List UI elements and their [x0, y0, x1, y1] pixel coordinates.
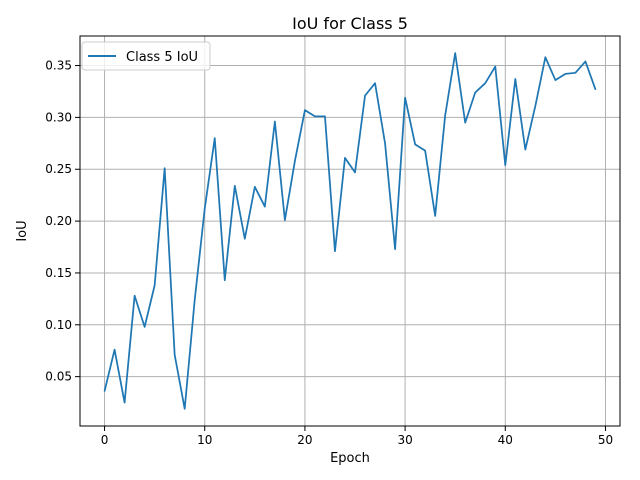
- data-point: [594, 88, 597, 91]
- y-tick-label: 0.10: [45, 318, 72, 332]
- data-point: [134, 295, 136, 297]
- data-point: [384, 142, 386, 144]
- data-point: [404, 97, 406, 99]
- legend-label: Class 5 IoU: [126, 50, 198, 65]
- data-point: [204, 208, 206, 210]
- data-point: [314, 115, 316, 117]
- data-point: [224, 279, 226, 281]
- x-tick-label: 30: [397, 433, 412, 447]
- data-point: [564, 73, 566, 75]
- data-point: [374, 82, 376, 84]
- data-point: [514, 78, 516, 80]
- x-axis-ticks: 0 10 20 30 40 50: [101, 426, 613, 447]
- data-point: [324, 115, 326, 117]
- data-point: [524, 148, 526, 151]
- data-point: [103, 390, 106, 392]
- data-point: [304, 109, 306, 111]
- y-tick-label: 0.25: [45, 162, 72, 176]
- data-point: [394, 248, 396, 250]
- data-point: [274, 120, 276, 123]
- data-point: [364, 95, 366, 97]
- data-point: [113, 349, 116, 351]
- data-point: [194, 299, 196, 301]
- y-tick-label: 0.05: [45, 370, 72, 384]
- x-tick-label: 20: [297, 433, 312, 447]
- data-point: [444, 114, 446, 116]
- data-point: [414, 143, 416, 145]
- x-tick-label: 50: [598, 433, 613, 447]
- data-point: [534, 105, 536, 107]
- data-point: [214, 137, 216, 139]
- data-point: [544, 56, 546, 58]
- data-point: [164, 167, 166, 169]
- data-point: [354, 171, 356, 173]
- data-point: [504, 164, 506, 166]
- data-point: [454, 52, 456, 54]
- x-tick-label: 40: [498, 433, 513, 447]
- data-point: [574, 72, 577, 74]
- data-point: [554, 79, 556, 81]
- data-point: [434, 215, 436, 217]
- data-point: [424, 149, 426, 152]
- data-point: [494, 65, 496, 68]
- data-point: [144, 326, 146, 328]
- data-point: [174, 354, 176, 356]
- data-point: [334, 250, 336, 252]
- y-tick-label: 0.35: [45, 59, 72, 73]
- chart-title: IoU for Class 5: [292, 14, 408, 33]
- data-point: [474, 91, 476, 94]
- data-point: [584, 60, 587, 63]
- legend: Class 5 IoU: [81, 41, 211, 71]
- y-axis-label: IoU: [15, 220, 30, 241]
- data-point: [244, 238, 246, 240]
- data-point: [254, 186, 256, 188]
- data-point: [234, 185, 236, 187]
- x-tick-label: 0: [101, 433, 109, 447]
- plot-frame: [79, 35, 621, 427]
- data-point: [184, 408, 186, 410]
- x-axis-label: Epoch: [330, 451, 370, 466]
- data-point: [484, 82, 486, 84]
- y-tick-label: 0.30: [45, 110, 72, 124]
- data-point: [284, 219, 286, 221]
- x-tick-label: 10: [197, 433, 212, 447]
- y-tick-label: 0.15: [45, 266, 72, 280]
- series-layer: [103, 52, 597, 410]
- data-point: [264, 205, 266, 208]
- data-point: [123, 401, 126, 404]
- data-point: [344, 157, 346, 159]
- grid-lines: [80, 36, 620, 426]
- legend-box: [81, 41, 211, 71]
- y-axis-ticks: 0.05 0.10 0.15 0.20 0.25 0.30 0.35: [45, 59, 80, 384]
- data-point: [154, 284, 156, 286]
- series-line: [103, 52, 597, 410]
- data-point: [464, 121, 466, 124]
- data-point: [294, 160, 296, 162]
- y-tick-label: 0.20: [45, 214, 72, 228]
